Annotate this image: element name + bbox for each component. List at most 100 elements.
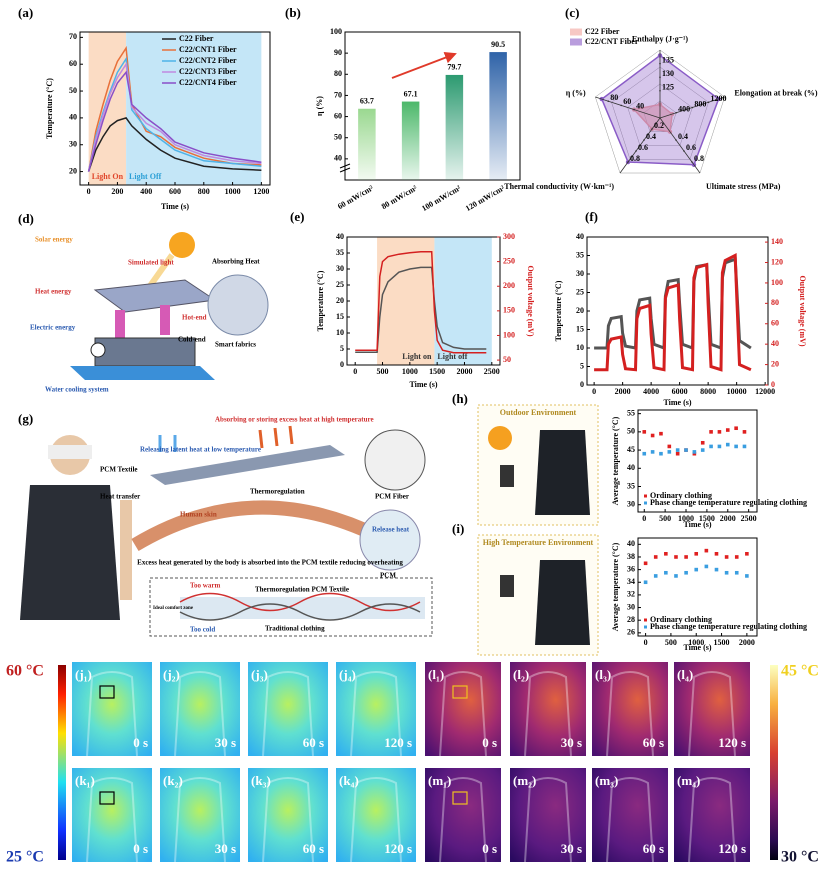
- radar-axis-label: Elongation at break (%): [734, 89, 818, 98]
- radar-tick-label: 400: [678, 105, 690, 114]
- data-point: [692, 451, 697, 456]
- radar-tick: [643, 139, 645, 141]
- trend-arrow: [391, 51, 457, 79]
- y-tick-label: 38: [627, 552, 635, 561]
- pcm-zoom: [359, 509, 421, 571]
- vest-photo: [535, 560, 590, 645]
- thermal-image: [336, 662, 416, 756]
- y-tick-label: 15: [336, 312, 344, 321]
- roi-box: [99, 685, 115, 699]
- colorbar: [58, 665, 66, 860]
- x-tick-label: 400: [140, 187, 152, 196]
- data-point: [642, 451, 647, 456]
- diagram-g: (g) Releasing latent heat at low tempera…: [18, 411, 433, 637]
- y2-tick-label: 100: [503, 330, 515, 339]
- data-point: [709, 444, 713, 449]
- radar-tick: [633, 108, 635, 111]
- legend-label: C22/CNT3 Fiber: [179, 67, 237, 76]
- thermal-image: [674, 768, 750, 862]
- body-outline: [262, 671, 314, 757]
- legend-label: C22/CNT Fiber: [585, 37, 639, 46]
- radar-axis-label: η (%): [566, 89, 586, 98]
- data-point: [643, 561, 648, 566]
- diagram-label: Traditional clothing: [265, 625, 325, 633]
- y-tick-label: 35: [336, 248, 344, 257]
- x-tick-label: 500: [665, 638, 677, 647]
- panel-label: (j₁): [75, 667, 92, 682]
- radar-tick-label: 125: [662, 83, 674, 92]
- body-outline: [86, 671, 138, 757]
- thermal-image: [160, 768, 240, 862]
- bar: [358, 108, 376, 180]
- thermal-image: [72, 662, 152, 756]
- y-tick-label: 25: [576, 287, 584, 296]
- radar-tick-label: 0.8: [694, 154, 704, 163]
- x-tick-label: 1000: [402, 367, 418, 376]
- x-tick-label: 1000: [225, 187, 241, 196]
- y-tick-label: 40: [576, 232, 584, 241]
- data-point: [724, 570, 729, 575]
- x-tick-label: 2000: [739, 638, 755, 647]
- radar-tick: [707, 101, 710, 104]
- data-point: [667, 450, 672, 454]
- thermal-image: [72, 768, 152, 862]
- vest: [20, 485, 120, 620]
- radar-tick: [691, 106, 694, 109]
- data-point: [659, 431, 663, 436]
- y-tick-label: 50: [334, 133, 342, 142]
- radar-axis-label: Thermal conductivity (W·km⁻¹): [504, 182, 614, 191]
- x-tick-label: 1200: [253, 187, 269, 196]
- x-tick-label: 1000: [678, 514, 694, 523]
- colorbar-min: 30 °C: [781, 849, 819, 866]
- time-label: 30 s: [561, 841, 582, 856]
- y2-tick-label: 40: [771, 339, 779, 348]
- y-tick-label: 50: [69, 86, 77, 95]
- diagram-label: Simulated light: [128, 259, 174, 267]
- data-point: [664, 570, 668, 575]
- data-point: [717, 430, 722, 434]
- radar-axis: [659, 117, 701, 174]
- x-tick-label: 8000: [700, 387, 716, 396]
- x-tick-label: 100 mW/cm²: [420, 183, 463, 213]
- x-axis-label: Time (s): [683, 643, 711, 652]
- x-tick-label: 12000: [755, 387, 775, 396]
- data-point: [659, 451, 663, 456]
- time-label: 120 s: [718, 841, 746, 856]
- y-tick-label: 30: [336, 264, 344, 273]
- time-label: 120 s: [384, 841, 412, 856]
- radar-tick-label: 130: [662, 69, 674, 78]
- time-label: 60 s: [643, 841, 664, 856]
- x-tick-label: 2500: [741, 514, 757, 523]
- legend-label: C22/CNT2 Fiber: [179, 56, 237, 65]
- radar-tick-label: 80: [610, 93, 618, 102]
- time-label: 0 s: [482, 841, 497, 856]
- panel-label: (a): [18, 5, 33, 20]
- y2-tick-label: 50: [503, 355, 511, 364]
- radar-tick: [651, 128, 653, 130]
- y-axis-label: Average temperature (°C): [611, 542, 620, 631]
- y-tick-label: 80: [334, 69, 342, 78]
- x-tick-label: 0: [592, 387, 596, 396]
- radar-tick: [627, 161, 629, 163]
- diagram-label: Human skin: [180, 511, 217, 519]
- y2-tick-label: 60: [771, 319, 779, 328]
- radar-tick: [635, 150, 637, 152]
- data-point: [734, 426, 738, 431]
- x-tick-label: 6000: [672, 387, 688, 396]
- x-tick-label: 4000: [643, 387, 659, 396]
- x-tick-label: 600: [169, 187, 181, 196]
- panel-label: (m₄): [677, 773, 700, 788]
- bar: [401, 101, 420, 180]
- diagram-label: PCM: [380, 572, 396, 580]
- panel-label: (l₃): [595, 667, 611, 682]
- diagram-label: Heat energy: [35, 288, 72, 296]
- data-line: [355, 266, 487, 353]
- bar-value-label: 67.1: [404, 89, 418, 98]
- diagram-label: Thermoregulation: [250, 488, 305, 496]
- x-tick-label: 0: [644, 638, 648, 647]
- data-point: [734, 570, 739, 575]
- legend-label: C22/CNT4 Fiber: [179, 78, 237, 87]
- body-outline: [262, 777, 314, 863]
- radar-tick-label: 0.2: [654, 121, 664, 130]
- radar-tick: [683, 150, 685, 152]
